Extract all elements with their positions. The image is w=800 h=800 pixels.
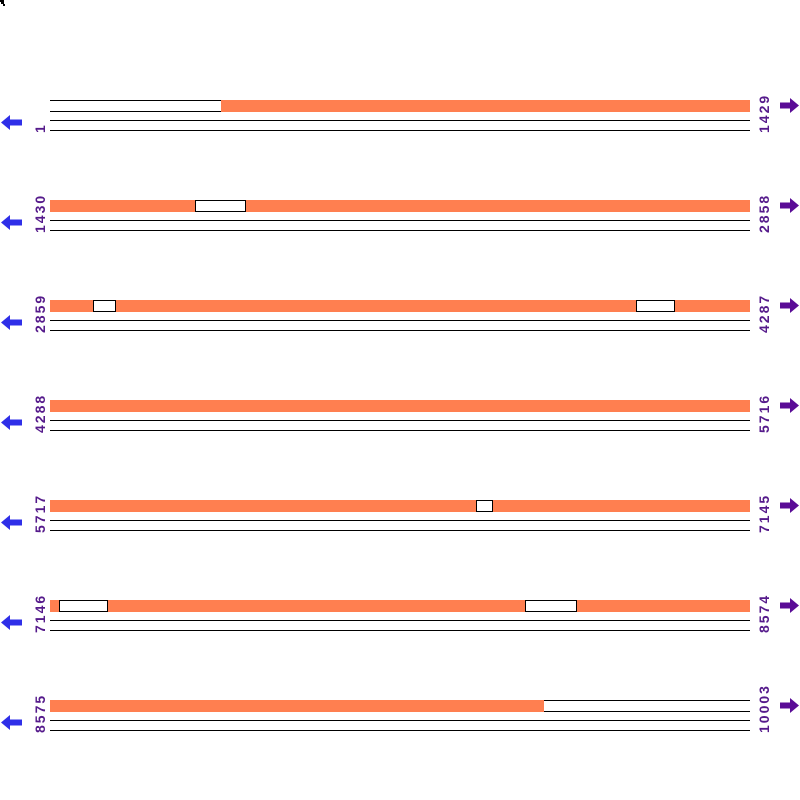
alignment-band: [50, 500, 750, 512]
baseline-upper: [50, 620, 750, 621]
baseline-lower: [50, 130, 750, 131]
match-segment: [246, 200, 750, 212]
baseline-lower: [50, 330, 750, 331]
alignment-band: [50, 300, 750, 312]
match-segment: [108, 600, 525, 612]
left-arrow-icon: [1, 515, 22, 530]
alignment-row: 7146 8574: [0, 594, 800, 646]
match-segment: [675, 300, 750, 312]
baseline-lower: [50, 630, 750, 631]
gap-segment: [92, 301, 116, 311]
row-end-coordinate: 5716: [756, 393, 772, 433]
right-arrow-icon: [780, 198, 799, 213]
baseline-lower: [50, 530, 750, 531]
row-end-coordinate: 10003: [756, 684, 772, 733]
left-arrow-icon: [1, 415, 22, 430]
match-segment: [221, 100, 750, 112]
match-segment: [50, 500, 477, 512]
left-arrow-icon: [1, 315, 22, 330]
baseline-upper: [50, 520, 750, 521]
match-segment: [493, 500, 750, 512]
gap-segment: [476, 501, 494, 511]
row-start-coordinate: 7146: [32, 593, 48, 633]
gap-segment: [194, 201, 246, 211]
left-arrow-icon: [1, 115, 22, 130]
right-arrow-icon: [780, 398, 799, 413]
row-start-coordinate: 1: [32, 123, 48, 133]
left-arrow-icon: [1, 615, 22, 630]
row-end-coordinate: 4287: [756, 293, 772, 333]
match-segment: [50, 200, 195, 212]
row-end-coordinate: 1429: [756, 93, 772, 133]
row-end-coordinate: 2858: [756, 193, 772, 233]
alignment-row: 8575 10003: [0, 684, 800, 746]
match-segment: [50, 300, 93, 312]
match-segment: [50, 700, 544, 712]
row-start-coordinate: 4288: [32, 393, 48, 433]
match-segment: [577, 600, 750, 612]
baseline-upper: [50, 220, 750, 221]
right-arrow-icon: [780, 698, 799, 713]
match-segment: [116, 300, 636, 312]
alignment-row: 4288 5716: [0, 394, 800, 446]
gap-segment: [59, 601, 109, 611]
alignment-row: 1 1429: [0, 94, 800, 146]
left-arrow-icon: [1, 715, 22, 730]
baseline-upper: [50, 420, 750, 421]
alignment-row: 5717 7145: [0, 494, 800, 546]
right-arrow-icon: [780, 298, 799, 313]
row-end-coordinate: 7145: [756, 493, 772, 533]
baseline-upper: [50, 720, 750, 721]
right-arrow-icon: [780, 598, 799, 613]
alignment-band: [50, 600, 750, 612]
alignment-band: [50, 400, 750, 412]
baseline-lower: [50, 730, 750, 731]
baseline-upper: [50, 120, 750, 121]
baseline-lower: [50, 430, 750, 431]
alignment-row: 1430 2858: [0, 194, 800, 246]
row-start-coordinate: 1430: [32, 193, 48, 233]
row-start-coordinate: 5717: [32, 493, 48, 533]
alignment-row: 2859 4287: [0, 294, 800, 346]
gap-segment: [635, 301, 676, 311]
alignment-band: [50, 100, 750, 112]
match-segment: [50, 400, 750, 412]
right-arrow-icon: [780, 498, 799, 513]
row-end-coordinate: 8574: [756, 593, 772, 633]
gap-segment: [525, 601, 578, 611]
match-segment: [50, 600, 60, 612]
baseline-upper: [50, 320, 750, 321]
left-arrow-icon: [1, 215, 22, 230]
corner-glyph-fragment: [0, 0, 5, 6]
alignment-band: [50, 200, 750, 212]
alignment-band: [50, 700, 750, 712]
row-start-coordinate: 2859: [32, 293, 48, 333]
row-start-coordinate: 8575: [32, 693, 48, 733]
baseline-lower: [50, 230, 750, 231]
right-arrow-icon: [780, 98, 799, 113]
